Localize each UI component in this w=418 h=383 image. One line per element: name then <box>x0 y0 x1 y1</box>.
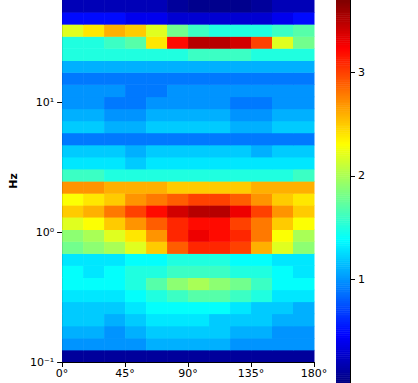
svg-text:1: 1 <box>358 273 365 286</box>
svg-text:3: 3 <box>358 66 365 79</box>
svg-text:Hz: Hz <box>7 173 20 189</box>
svg-text:10⁰: 10⁰ <box>36 226 55 239</box>
svg-text:0°: 0° <box>56 367 69 380</box>
svg-text:180°: 180° <box>301 367 328 380</box>
svg-text:135°: 135° <box>238 367 265 380</box>
svg-text:45°: 45° <box>115 367 135 380</box>
svg-text:10¹: 10¹ <box>36 96 54 109</box>
svg-text:2: 2 <box>358 169 365 182</box>
svg-text:90°: 90° <box>178 367 198 380</box>
svg-text:10⁻¹: 10⁻¹ <box>30 356 54 369</box>
